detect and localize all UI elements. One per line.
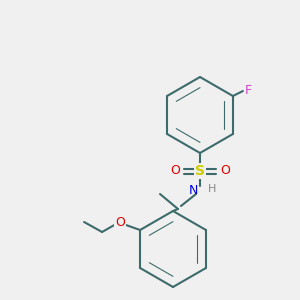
Text: O: O: [115, 215, 125, 229]
Text: O: O: [220, 164, 230, 178]
Text: O: O: [170, 164, 180, 178]
Text: F: F: [245, 83, 252, 97]
Text: S: S: [195, 164, 205, 178]
Text: N: N: [189, 184, 198, 197]
Text: H: H: [208, 184, 216, 194]
